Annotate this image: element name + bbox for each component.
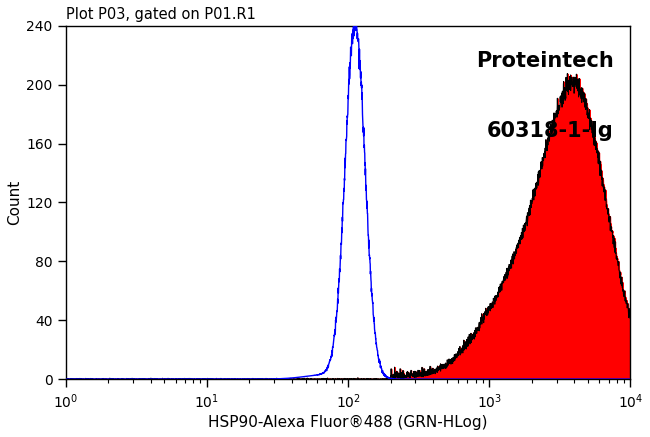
X-axis label: HSP90-Alexa Fluor®488 (GRN-HLog): HSP90-Alexa Fluor®488 (GRN-HLog) — [209, 415, 488, 430]
Y-axis label: Count: Count — [7, 180, 22, 225]
Text: Proteintech: Proteintech — [476, 51, 614, 71]
Text: 60318-1-Ig: 60318-1-Ig — [487, 121, 614, 141]
Text: Plot P03, gated on P01.R1: Plot P03, gated on P01.R1 — [66, 7, 255, 22]
